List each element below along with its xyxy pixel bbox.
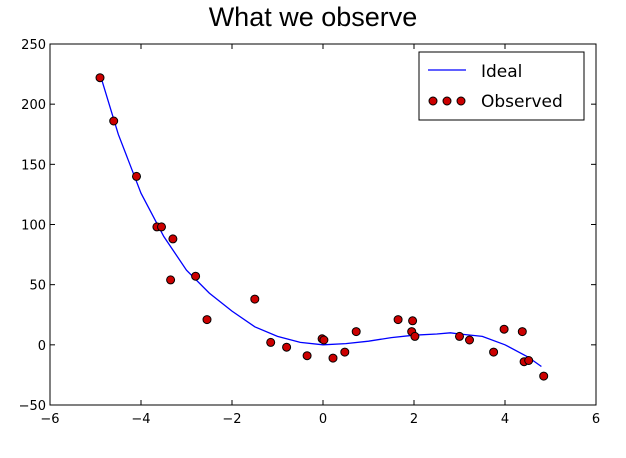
data-point — [157, 222, 166, 232]
data-point — [499, 324, 509, 334]
x-tick-label: 2 — [410, 412, 418, 427]
data-point — [517, 327, 527, 337]
data-point — [410, 331, 420, 341]
y-tick-label: 150 — [21, 158, 46, 173]
x-tick-label: −6 — [40, 412, 59, 427]
legend: Ideal Observed — [418, 51, 585, 121]
data-point — [166, 275, 176, 285]
data-point — [282, 342, 292, 352]
data-point — [489, 347, 499, 357]
data-point — [168, 234, 178, 244]
data-point — [250, 294, 260, 304]
data-point — [408, 316, 418, 326]
data-point — [109, 116, 119, 126]
x-tick-label: 0 — [319, 412, 327, 427]
data-point — [393, 315, 403, 325]
data-point — [328, 353, 338, 363]
data-point — [524, 356, 534, 365]
chart-title: What we observe — [208, 2, 418, 32]
x-tick-label: 4 — [501, 412, 509, 427]
data-point — [465, 335, 474, 345]
legend-marker-observed — [456, 96, 466, 106]
data-point — [202, 315, 212, 325]
legend-box — [418, 51, 585, 121]
series-line-ideal — [99, 73, 542, 368]
y-tick-label: 0 — [38, 339, 46, 354]
data-point — [340, 347, 350, 357]
legend-label-observed: Observed — [481, 92, 563, 112]
legend-marker-observed — [442, 96, 452, 106]
data-point — [95, 73, 105, 83]
y-tick-label: 100 — [21, 219, 46, 234]
x-tick-label: −4 — [131, 412, 150, 427]
data-point — [132, 171, 141, 181]
data-point — [539, 371, 549, 381]
data-point — [351, 327, 361, 337]
data-point — [191, 271, 201, 281]
data-point — [302, 351, 312, 361]
legend-marker-observed — [428, 96, 438, 106]
series-layer — [95, 73, 549, 381]
x-tick-label: −2 — [222, 412, 241, 427]
data-point — [455, 331, 464, 341]
data-point — [319, 335, 329, 345]
y-tick-label: 200 — [21, 98, 46, 113]
y-tick-label: 50 — [29, 279, 46, 294]
data-point — [266, 337, 276, 347]
y-tick-label: 250 — [21, 38, 46, 53]
x-tick-label: 6 — [592, 412, 600, 427]
y-tick-label: −50 — [19, 399, 46, 414]
ticks-layer: −6 −4 −2 0 2 4 6 −50 0 50 100 150 200 250 — [19, 38, 601, 427]
legend-label-ideal: Ideal — [481, 62, 522, 82]
